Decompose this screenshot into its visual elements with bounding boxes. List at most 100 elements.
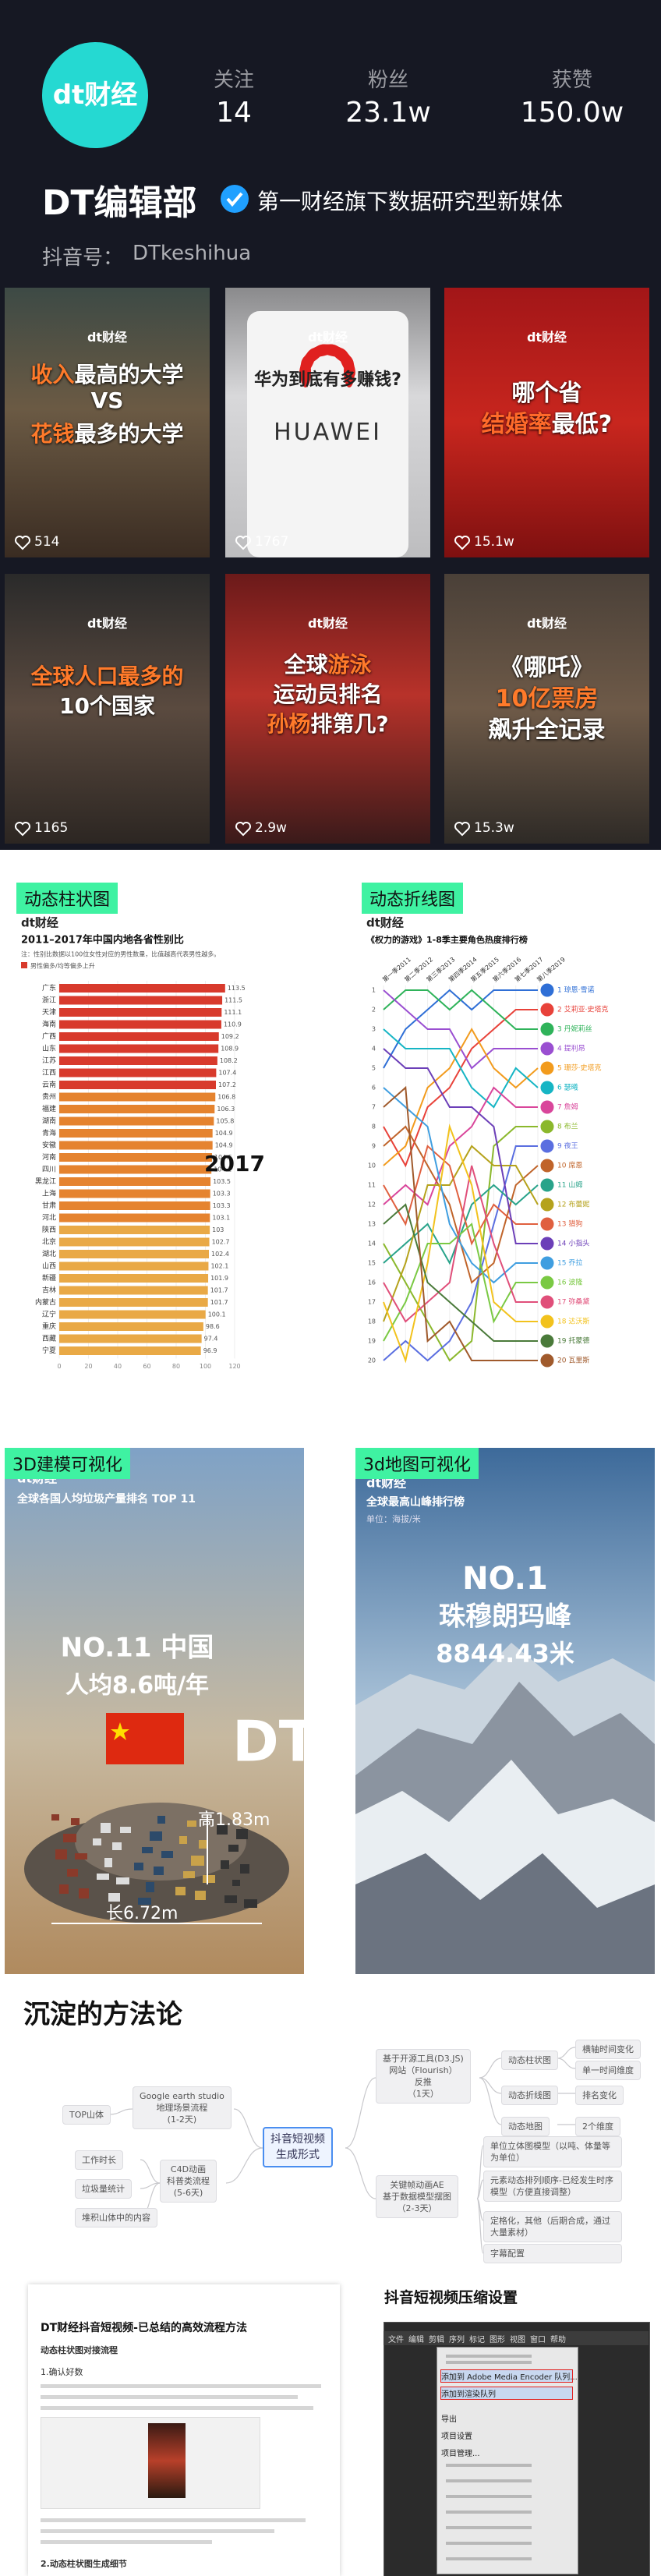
category-label: 山西: [42, 1262, 56, 1271]
brand-text: DT: [232, 1709, 304, 1775]
y-tick-label: 17: [368, 1299, 376, 1306]
brand-text: HUAWEI: [274, 419, 382, 446]
doc-step: 2.动态柱状图生成细节: [41, 2559, 127, 2569]
legend-label: 1 琼恩·雪诺: [557, 985, 594, 995]
bar: [59, 1165, 212, 1174]
x-tick-label: 100: [200, 1363, 211, 1370]
series-line: [383, 1165, 538, 1323]
category-label: 内蒙古: [35, 1297, 56, 1307]
like-count: 15.3w: [474, 820, 514, 836]
video-tile[interactable]: dt财经 全球游泳 运动员排名 孙杨排第几? 2.9w: [225, 574, 430, 844]
menu-title[interactable]: 标记: [469, 2336, 485, 2344]
mindmap-connectors: [108, 2047, 576, 2254]
video-tile[interactable]: dt财经 全球人口最多的 10个国家 1165: [5, 574, 210, 844]
video-tile[interactable]: dt财经 《哪吒》 10亿票房 飙升全记录 15.3w: [444, 574, 649, 844]
video-tile[interactable]: dt财经 收入最高的大学 VS 花钱最多的大学 514: [5, 288, 210, 557]
value-label: 108.9: [221, 1046, 239, 1053]
tile-title-line: 飙升全记录: [444, 710, 649, 745]
menu-title[interactable]: 视图: [510, 2336, 525, 2344]
bar: [59, 984, 225, 993]
settings-title: 抖音短视频压缩设置: [384, 2289, 518, 2306]
menu-title[interactable]: 文件: [388, 2336, 404, 2344]
menu-item[interactable]: 添加到 Adobe Media Encoder 队列...: [440, 2369, 578, 2383]
trash-item: [195, 1891, 206, 1900]
legend-label: 7 詹姆: [557, 1102, 578, 1112]
leaf-node: 工作时长: [75, 2150, 123, 2170]
title-segment: 运动员排名: [273, 681, 383, 707]
trash-item: [179, 1836, 187, 1844]
trash-item: [108, 1893, 120, 1902]
tile-title-line: 花钱最多的大学: [5, 417, 210, 448]
category-label: 江西: [42, 1069, 56, 1077]
menu-placeholder: [446, 2479, 532, 2482]
connector: [476, 2198, 484, 2254]
node-line: 生成形式: [276, 2149, 320, 2161]
section-tag: 3D建模可视化: [5, 1448, 130, 1479]
legend-label: 18 达沃斯: [557, 1317, 589, 1326]
legend-label: 5 珊莎·史塔克: [557, 1063, 601, 1073]
mountain-rock: [355, 1853, 655, 1974]
legend-label: 4 提利昂: [557, 1044, 585, 1053]
y-tick-label: 10: [368, 1162, 376, 1169]
trash-item: [161, 1851, 173, 1858]
menu-item[interactable]: 项目设置: [441, 2433, 472, 2441]
menu-title[interactable]: 剪辑: [429, 2336, 444, 2344]
bar: [59, 1274, 209, 1283]
bar: [59, 1068, 217, 1077]
branch-node: C4D动画 科普类流程 (5-6天): [160, 2160, 217, 2203]
tile-logo: dt财经: [526, 616, 567, 631]
bar: [59, 1008, 222, 1017]
menu-item[interactable]: 添加到渲染队列: [440, 2387, 573, 2400]
connector: [233, 2108, 263, 2149]
doc-text-line: [41, 2529, 274, 2533]
trash-item: [217, 1825, 228, 1835]
category-label: 浙江: [42, 996, 56, 1005]
menu-title[interactable]: 帮助: [550, 2336, 566, 2344]
value-label: 113.5: [228, 985, 246, 992]
node-line: （1天）: [407, 2089, 439, 2099]
video-tile[interactable]: dt财经 哪个省 结婚率最低? 15.1w: [444, 288, 649, 557]
trash-item: [116, 1877, 129, 1884]
video-tile[interactable]: HUAWEI dt财经 华为到底有多赚钱? 1767: [225, 288, 430, 557]
legend-avatar: [539, 1236, 555, 1251]
section-tag: 3d地图可视化: [355, 1448, 479, 1479]
legend-text: 男性偏多/均等偏多上升: [30, 962, 95, 970]
category-label: 青海: [42, 1128, 56, 1138]
title-segment: 最高的大学: [74, 362, 184, 387]
leaf-node: 排名变化: [575, 2086, 624, 2105]
value-label: 105.8: [216, 1118, 234, 1125]
menu-item[interactable]: 项目管理...: [441, 2450, 480, 2458]
node-line: 基于数据模型摆图: [383, 2192, 451, 2202]
x-tick-label: 80: [172, 1363, 180, 1370]
bar: [59, 1044, 219, 1053]
value-label: 107.2: [218, 1081, 236, 1088]
bar: [59, 1201, 210, 1210]
leaf-node: 单位立体图模型（以吨、体量等为单位）: [483, 2136, 622, 2167]
menu-title[interactable]: 编辑: [408, 2336, 424, 2344]
menu-item[interactable]: 导出: [441, 2415, 457, 2424]
value-label: 104.1: [214, 1166, 232, 1173]
legend-label: 17 弥桑黛: [557, 1297, 589, 1307]
menu-title[interactable]: 窗口: [530, 2336, 546, 2344]
trash-item: [142, 1847, 153, 1853]
x-tick-label: 20: [84, 1363, 92, 1370]
legend-avatar: [539, 1119, 555, 1134]
center-node: 抖音短视频 生成形式: [263, 2127, 333, 2167]
y-tick-label: 18: [368, 1318, 376, 1325]
tile-title-line: 10亿票房: [444, 679, 649, 713]
tile-title-line: 哪个省: [444, 373, 649, 408]
menu-title[interactable]: 序列: [449, 2336, 465, 2344]
bar: [59, 1105, 215, 1113]
value-label: 103.1: [212, 1215, 230, 1222]
category-label: 湖北: [42, 1250, 56, 1258]
tile-title-line: VS: [5, 387, 210, 413]
menu-title[interactable]: 图形: [490, 2336, 505, 2344]
legend-label: 16 波隆: [557, 1278, 582, 1287]
category-label: 云南: [42, 1080, 56, 1089]
value-label: 104.9: [215, 1130, 233, 1137]
trash-item: [221, 1860, 229, 1869]
heart: [454, 536, 470, 550]
tile-title-line: 运动员排名: [225, 678, 430, 709]
connector: [345, 2077, 376, 2149]
like-icon: [235, 536, 251, 550]
